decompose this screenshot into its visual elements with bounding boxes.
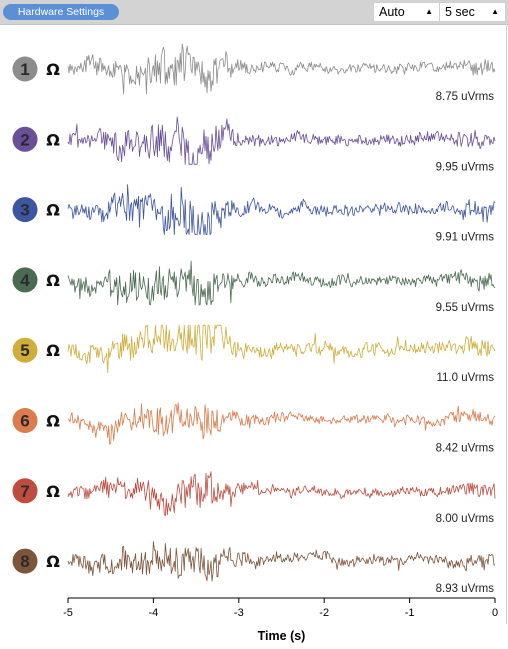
ohm-icon[interactable]: Ω	[46, 60, 60, 79]
time-window-select[interactable]: 5 sec ▲	[439, 2, 506, 22]
channel-2-rms-label: 9.95 uVrms	[436, 161, 495, 173]
channel-8-number: 8	[20, 552, 29, 571]
vertical-scale-select[interactable]: Auto ▲	[373, 2, 440, 22]
channel-2-number: 2	[20, 130, 29, 149]
channel-8-rms-label: 8.93 uVrms	[436, 583, 495, 595]
channel-3-number: 3	[20, 201, 29, 220]
channel-1-badge[interactable]	[12, 56, 38, 82]
ohm-icon[interactable]: Ω	[46, 130, 60, 149]
top-toolbar: Hardware Settings Auto ▲ 5 sec ▲	[0, 0, 508, 25]
vertical-scale-value: Auto	[379, 5, 405, 19]
channel-8-badge[interactable]	[12, 548, 38, 574]
x-axis-title: Time (s)	[258, 629, 306, 643]
channel-5-trace	[67, 324, 496, 374]
channel-1-trace	[67, 43, 496, 95]
x-tick-label: 0	[492, 607, 498, 619]
x-tick-label: -4	[149, 607, 159, 619]
channel-6-badge[interactable]	[12, 408, 38, 433]
channel-2-badge[interactable]	[12, 126, 38, 152]
channel-5-number: 5	[20, 341, 29, 360]
channel-1-number: 1	[20, 60, 29, 79]
channel-4-badge[interactable]	[12, 267, 38, 293]
channel-1-rms-label: 8.75 uVrms	[436, 91, 495, 103]
channel-7-badge[interactable]	[12, 478, 38, 504]
channel-6-rms-label: 8.42 uVrms	[436, 443, 495, 455]
x-tick-label: -1	[405, 607, 415, 619]
panel-border	[506, 24, 507, 624]
ohm-icon[interactable]: Ω	[46, 271, 60, 290]
ohm-icon[interactable]: Ω	[46, 482, 60, 501]
channel-3-rms-label: 9.91 uVrms	[436, 232, 495, 244]
channel-4-trace	[67, 260, 496, 306]
caret-up-icon: ▲	[425, 7, 433, 16]
channel-4-number: 4	[20, 271, 30, 290]
channel-5-badge[interactable]	[12, 337, 38, 363]
caret-up-icon: ▲	[491, 7, 499, 16]
ohm-icon[interactable]: Ω	[46, 552, 60, 571]
x-tick-label: -3	[234, 607, 244, 619]
channel-7-trace	[67, 471, 496, 517]
ohm-icon[interactable]: Ω	[46, 412, 60, 431]
ohm-icon[interactable]: Ω	[46, 341, 60, 360]
channel-5-rms-label: 11.0 uVrms	[436, 372, 494, 384]
channel-3-trace	[67, 184, 496, 236]
channel-2-trace	[67, 116, 496, 165]
channel-7-number: 7	[20, 482, 29, 501]
channel-6-number: 6	[20, 412, 29, 431]
channel-8-trace	[67, 541, 496, 582]
x-tick-label: -2	[319, 607, 329, 619]
channel-3-badge[interactable]	[12, 197, 38, 223]
ohm-icon[interactable]: Ω	[46, 201, 60, 220]
channel-4-rms-label: 9.55 uVrms	[436, 302, 495, 314]
x-tick-label: -5	[63, 607, 73, 619]
time-window-value: 5 sec	[445, 5, 475, 19]
hardware-settings-button[interactable]: Hardware Settings	[3, 4, 119, 20]
channel-7-rms-label: 8.00 uVrms	[436, 513, 495, 525]
channel-6-trace	[67, 402, 496, 445]
